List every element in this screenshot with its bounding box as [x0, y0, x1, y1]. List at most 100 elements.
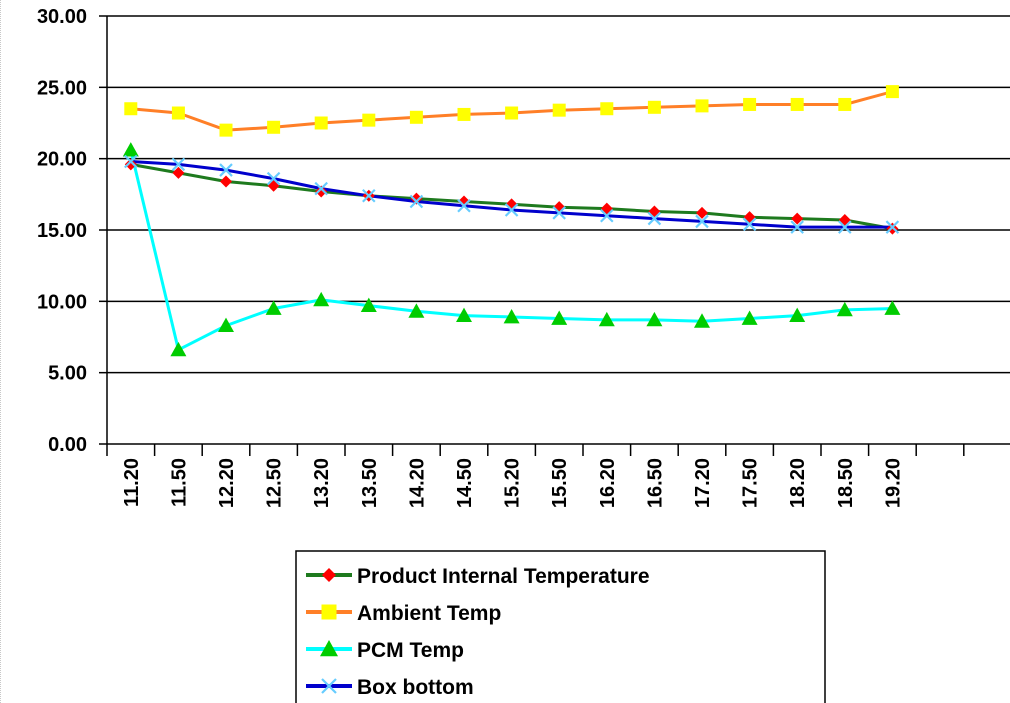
legend-entry: PCM Temp — [306, 639, 464, 662]
data-point — [885, 220, 900, 234]
data-point — [219, 163, 233, 177]
legend-entry: Ambient Temp — [306, 602, 501, 625]
y-tick-label: 5.00 — [48, 363, 87, 385]
y-tick-label: 20.00 — [37, 149, 87, 171]
x-tick-label: 15.20 — [502, 458, 524, 508]
data-point — [457, 198, 471, 213]
data-point — [171, 157, 186, 172]
data-point — [790, 97, 804, 111]
data-point — [646, 311, 663, 327]
data-point — [124, 102, 138, 116]
data-point — [313, 291, 330, 307]
left-dotted-border — [0, 0, 3, 703]
data-point — [321, 604, 337, 620]
data-point — [360, 297, 377, 313]
legend-entry: Product Internal Temperature — [306, 565, 650, 588]
axes — [99, 15, 1010, 456]
data-point — [219, 123, 233, 137]
x-tick-label: 14.20 — [406, 458, 428, 508]
x-tick-label: 18.20 — [787, 458, 809, 508]
data-point — [409, 110, 423, 124]
data-point — [838, 97, 852, 111]
legend-label: PCM Temp — [357, 639, 464, 662]
x-tick-label: 13.50 — [359, 458, 381, 508]
data-point — [409, 194, 424, 209]
data-point — [791, 212, 804, 225]
data-point — [170, 341, 187, 357]
x-tick-label: 15.50 — [549, 458, 571, 508]
data-point — [694, 313, 710, 328]
data-point — [124, 158, 137, 171]
data-point — [362, 113, 376, 127]
data-point — [122, 142, 139, 157]
data-point — [456, 307, 472, 322]
x-tick-label: 12.50 — [264, 458, 286, 508]
data-point — [695, 99, 709, 113]
data-point — [267, 120, 281, 134]
data-point — [600, 102, 614, 116]
data-point — [647, 100, 661, 114]
data-point — [410, 192, 423, 205]
x-tick-label: 14.50 — [454, 458, 476, 508]
data-point — [172, 166, 185, 179]
legend-box — [295, 550, 826, 703]
legend-label: Ambient Temp — [357, 602, 501, 625]
data-point — [695, 214, 709, 229]
y-tick-label: 0.00 — [48, 434, 87, 456]
y-tick-label: 10.00 — [37, 291, 87, 313]
x-tick-label: 17.50 — [740, 458, 762, 508]
legend-label: Product Internal Temperature — [357, 565, 650, 588]
data-point — [362, 188, 376, 203]
data-point — [789, 307, 806, 322]
data-point — [552, 103, 566, 117]
data-point — [836, 301, 853, 317]
data-point — [598, 311, 615, 327]
data-point — [265, 300, 282, 315]
x-tick-labels: 11.20 11.50 12.20 12.50 13.20 13.50 14.20 14.50… — [121, 458, 905, 508]
data-point — [218, 317, 234, 332]
data-point — [742, 217, 757, 232]
legend: Product Internal Temperature Ambient Temp… — [295, 550, 826, 703]
data-point — [741, 310, 758, 325]
x-tick-label: 17.20 — [692, 458, 714, 508]
gridlines — [107, 15, 1010, 374]
y-tick-label: 15.00 — [37, 220, 87, 242]
legend-entry: Box bottom — [306, 676, 474, 699]
x-tick-label: 13.20 — [311, 458, 333, 508]
data-point — [885, 85, 899, 99]
x-tick-label: 16.50 — [644, 458, 666, 508]
data-point — [504, 203, 519, 217]
data-point — [315, 185, 328, 198]
data-point — [124, 154, 138, 169]
data-point — [552, 206, 566, 220]
data-point — [505, 106, 519, 120]
data-point — [314, 116, 328, 130]
data-point — [322, 568, 336, 582]
data-point — [220, 175, 232, 188]
data-point — [321, 678, 337, 694]
x-tick-label: 11.50 — [168, 458, 190, 507]
data-point — [458, 195, 470, 208]
data-point — [600, 208, 614, 223]
data-point — [790, 220, 804, 234]
data-point — [314, 181, 328, 196]
legend-label: Box bottom — [357, 676, 474, 699]
data-point — [551, 310, 568, 325]
y-tick-label: 30.00 — [37, 6, 87, 28]
y-tick-label: 25.00 — [37, 77, 87, 99]
data-point — [647, 211, 662, 226]
data-point — [457, 107, 471, 121]
data-point — [838, 220, 852, 234]
data-point — [171, 106, 185, 120]
y-tick-labels: 0.00 5.00 10.00 15.00 20.00 25.00 30.00 — [37, 6, 87, 456]
x-tick-label: 12.20 — [216, 458, 238, 508]
data-point — [696, 206, 708, 219]
data-point — [408, 303, 425, 318]
data-point — [884, 300, 901, 315]
data-point — [266, 171, 281, 186]
series-markers — [122, 85, 901, 357]
data-point — [503, 309, 520, 324]
data-point — [320, 640, 338, 657]
